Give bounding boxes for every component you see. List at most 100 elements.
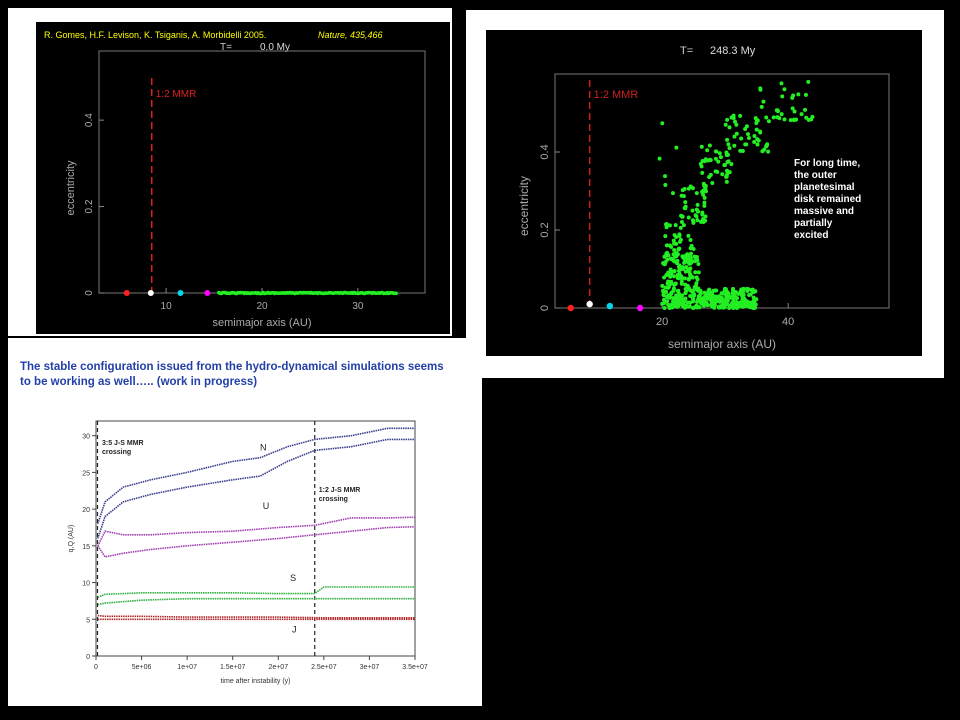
planetesimal-particle [671, 274, 676, 279]
planetesimal-particle [740, 297, 745, 302]
orbit-series-line [97, 526, 416, 558]
planetesimal-particle [736, 302, 741, 307]
planetesimal-particle [743, 142, 748, 147]
x-axis-label: semimajor axis (AU) [212, 317, 311, 329]
x-tick-label: 3e+07 [360, 664, 380, 671]
planetesimal-particle [683, 204, 688, 209]
planetesimal-particle [703, 183, 708, 188]
planetesimal-particle [724, 179, 729, 184]
planetesimal-particle [792, 109, 797, 114]
planetesimal-particle [727, 304, 732, 309]
citation-text: R. Gomes, H.F. Levison, K. Tsiganis, A. … [44, 30, 266, 40]
planetesimal-particle [718, 155, 723, 160]
planetesimal-particle [678, 237, 683, 242]
planetesimal-particle [752, 139, 757, 144]
planetesimal-particle [695, 218, 700, 223]
planetesimal-particle [674, 251, 679, 256]
planetesimal-particle [685, 252, 690, 257]
y-axis-label: eccentricity [517, 176, 531, 236]
planetesimal-particle [720, 172, 725, 177]
y-tick-label: 0.4 [539, 144, 551, 159]
planetesimal-particle [685, 259, 690, 264]
planetesimal-particle [692, 285, 697, 290]
x-tick-label: 1.5e+07 [220, 664, 246, 671]
planetesimal-particle [686, 186, 691, 191]
planetesimal-particle [748, 292, 753, 297]
planetesimal-particle [662, 305, 667, 310]
planetesimal-particle [695, 202, 700, 207]
orbit-series-line [97, 427, 415, 525]
planetesimal-particle [682, 276, 687, 281]
planetesimal-particle [752, 133, 757, 138]
planetesimal-particle [779, 112, 784, 117]
planetesimal-particle [688, 294, 693, 299]
orbit-series-line [97, 614, 415, 619]
x-tick-label: 3.5e+07 [402, 664, 428, 671]
planetesimal-particle [782, 87, 787, 92]
planetesimal-particle [740, 149, 745, 154]
planetesimal-particle [712, 305, 717, 310]
planetesimal-particle [758, 129, 763, 134]
planetesimal-particle [672, 247, 677, 252]
planetesimal-particle [683, 200, 688, 205]
planetesimal-particle [679, 274, 684, 279]
orbit-series-line [97, 438, 415, 539]
x-axis-label: time after instability (y) [220, 678, 290, 685]
planetesimal-particle [724, 293, 729, 298]
x-tick-label: 30 [352, 301, 364, 312]
planetesimal-particle [792, 118, 797, 123]
planetesimal-particle [713, 156, 718, 161]
time-value: 0.0 My [260, 42, 290, 53]
planetesimal-particle [729, 162, 734, 167]
y-tick-label: 0 [539, 305, 551, 311]
x-tick-label: 5e+06 [132, 664, 152, 671]
planet-label: S [290, 573, 296, 583]
chart-late-eccentricity: T= 248.3 My 20 40 0 0.2 0.4 semimajor axis (AU)… [517, 45, 890, 351]
planetesimal-particle [665, 250, 670, 255]
chart-orbit-evolution: 0 5e+06 1e+07 1.5e+07 2e+07 2.5e+07 3e+07 3.5e+… [68, 420, 428, 685]
planetesimal-particle [660, 121, 665, 126]
planetesimal-particle [705, 148, 710, 153]
planetesimal-particle [702, 296, 707, 301]
planetesimal-particle [688, 261, 693, 266]
planetesimal-particle [739, 136, 744, 141]
planetesimal-particle [683, 291, 688, 296]
planetesimal-particle [725, 290, 730, 295]
y-tick-label: 0 [86, 654, 90, 661]
planetesimal-particle [683, 304, 688, 309]
planetesimal-particle [679, 193, 684, 198]
y-tick-label: 10 [82, 581, 90, 588]
planetesimal-particle [675, 261, 680, 266]
disk-particle [394, 291, 399, 296]
planetesimal-particle [753, 305, 758, 310]
x-tick-label: 1e+07 [177, 664, 197, 671]
planetesimal-particle [732, 143, 737, 148]
planet-label: N [260, 442, 267, 452]
planetesimal-particle [753, 302, 758, 307]
y-tick-label: 0.4 [84, 113, 95, 127]
planetesimal-particle [779, 81, 784, 86]
planetesimal-particle [686, 215, 691, 220]
planetesimal-particle [704, 291, 709, 296]
planetesimal-particle [665, 299, 670, 304]
planetesimal-particle [670, 191, 675, 196]
planetesimal-particle [731, 113, 736, 118]
planetesimal-particle [775, 108, 780, 113]
planetesimal-particle [706, 158, 711, 163]
planetesimal-particle [676, 288, 681, 293]
panel-initial-state: R. Gomes, H.F. Levison, K. Tsiganis, A. … [8, 8, 452, 336]
planetesimal-particle [755, 142, 760, 147]
planetesimal-particle [766, 149, 771, 154]
planetesimal-particle [694, 287, 699, 292]
planetesimal-particle [666, 293, 671, 298]
planetesimal-particle [725, 168, 730, 173]
planetesimal-particle [804, 115, 809, 120]
planetesimal-particle [759, 104, 764, 109]
planetesimal-particle [674, 235, 679, 240]
y-tick-label: 15 [82, 544, 90, 551]
planetesimal-particle [679, 213, 684, 218]
planetesimal-particle [707, 143, 712, 148]
planetesimal-particle [701, 217, 706, 222]
planetesimal-particle [694, 281, 699, 286]
planetesimal-particle [690, 275, 695, 280]
